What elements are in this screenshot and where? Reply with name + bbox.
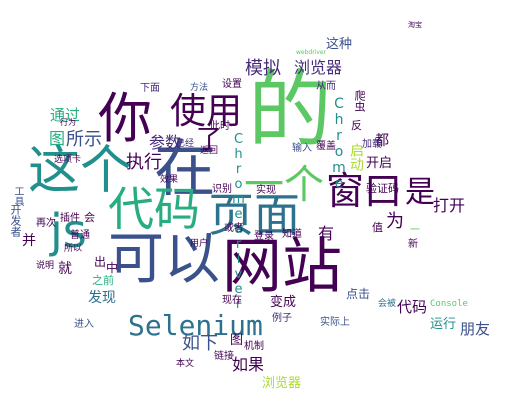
word-chu: 出 [94, 255, 107, 269]
word-zhidao: 知道 [282, 229, 302, 240]
word-bing: 并 [22, 233, 36, 249]
word-chromedriver: Chromedriver [231, 132, 246, 312]
word-chrome: Chrome [331, 96, 347, 192]
word-xin: 新 [408, 239, 418, 250]
word-moni: 模拟 [245, 58, 281, 79]
word-shixian: 实现 [256, 185, 276, 196]
word-le: 了 [196, 125, 223, 155]
word-bianbian: 变成 [270, 295, 297, 310]
word-dakai: 打开 [433, 196, 466, 215]
word-zhiqian: 之前 [92, 274, 114, 287]
word-fangfa: 方法 [190, 83, 209, 93]
word-jizhi: 机制 [244, 341, 264, 352]
word-yonghu: 用户 [190, 239, 209, 249]
word-putong: 普通 [70, 230, 90, 241]
word-shibie: 识别 [212, 184, 232, 195]
word-qidong: 启动 [348, 143, 364, 171]
word-zaici: 再次 [36, 218, 56, 229]
word-selenium: Selenium [128, 309, 263, 342]
word-webdriver: webdriver [296, 49, 327, 56]
word-pachong: 爬虫 [353, 90, 366, 112]
word-benwen: 本文 [176, 359, 195, 369]
word-xiaoguo: 效果 [160, 175, 179, 185]
word-zai: 在 [154, 132, 217, 205]
word-congmian: 从而 [316, 81, 336, 92]
word-shiyong: 使用 [170, 91, 243, 132]
word-chajian: 插件 [60, 213, 80, 224]
word-shijishang: 实际上 [320, 317, 350, 328]
word-jiazai: 加载 [362, 139, 382, 150]
word-canshu: 参数 [149, 133, 182, 152]
word-liulanqi2: 浏览器 [262, 376, 302, 391]
word-zhege: 这个 [28, 141, 133, 201]
word-taobao: 淘宝 [408, 21, 422, 29]
word-console: Console [430, 299, 468, 309]
word-lizi: 例子 [272, 313, 292, 324]
word-wangzhan: 网站 [222, 232, 342, 302]
word-jiu: 就 [58, 261, 72, 277]
word-yi: 一 [410, 225, 420, 236]
word-suoyi: 所以 [64, 244, 83, 254]
word-zhezhong: 这种 [326, 37, 353, 52]
word-faxian: 发现 [88, 290, 116, 306]
word-zhixing: 执行 [126, 152, 162, 173]
word-xiamian: 下面 [140, 83, 160, 94]
word-zhong: 中 [106, 261, 119, 275]
word-shuoming: 说明 [36, 261, 55, 271]
word-huilu: 会被 [378, 299, 397, 309]
word-xingwei: 行为 [60, 118, 76, 127]
word-tu2: 图 [230, 333, 244, 348]
word-suoshi: 所示 [66, 129, 102, 150]
word-wei: 为 [386, 211, 404, 232]
word-denglu: 登录 [254, 231, 274, 242]
word-tongguo: 通过 [50, 106, 81, 124]
word-lianjie: 链接 [214, 351, 234, 362]
word-ni: 你 [98, 87, 152, 150]
word-yige: 一个 [244, 162, 324, 208]
word-kaifazhe: 开发者 [9, 204, 22, 237]
word-zhi: 值 [372, 221, 383, 234]
word-fugai: 覆盖 [316, 141, 336, 152]
word-gongju: 工具 [12, 186, 23, 206]
word-liulanqi: 浏览器 [294, 58, 343, 77]
word-tu: 图 [49, 129, 66, 148]
word-yijing: 已经 [176, 139, 195, 149]
word-dou: 都 [375, 133, 389, 149]
word-yunxing: 运行 [430, 317, 457, 332]
word-ruxia: 如下 [182, 333, 218, 354]
word-ruguo: 如果 [232, 355, 265, 374]
word-you: 有 [318, 224, 335, 243]
word-daima2: 代码 [397, 298, 428, 316]
word-kaiqi: 开启 [366, 156, 393, 171]
word-shezhi: 设置 [222, 79, 242, 90]
word-yanzhengma: 验证码 [366, 182, 399, 195]
word-yemian: 页面 [208, 188, 300, 242]
word-hui: 会 [84, 211, 95, 224]
word-huozhe: 或者 [224, 223, 244, 234]
word-daima: 代码 [108, 182, 200, 236]
word-chuangkou: 窗口 [326, 169, 403, 213]
word-shuru: 输入 [292, 143, 312, 154]
word-xianzai: 现在 [222, 295, 242, 306]
word-jinru: 进入 [74, 319, 94, 330]
word-dianji: 点击 [346, 287, 371, 301]
word-fanhui: 返回 [200, 146, 219, 156]
word-pengyou: 朋友 [460, 320, 491, 338]
word-js: js [50, 204, 87, 258]
word-fan: 反 [351, 119, 362, 132]
word-keyi: 可以 [108, 227, 220, 292]
word-shi: 是 [405, 175, 435, 210]
word-de: 的 [248, 61, 333, 159]
word-cishi: 此时 [210, 121, 230, 132]
word-xuanxiang: 选项卡 [54, 155, 82, 165]
